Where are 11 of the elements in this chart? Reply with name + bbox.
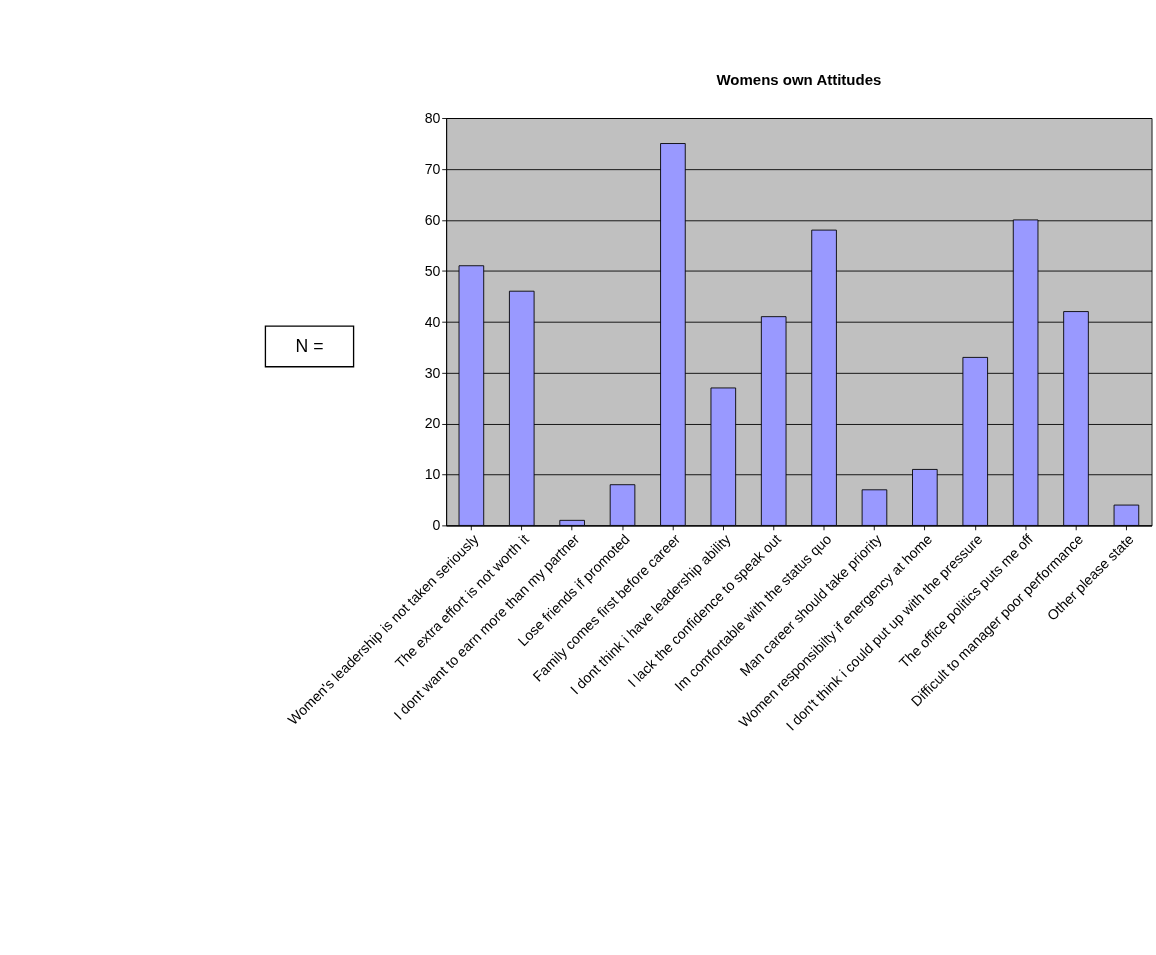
y-tick-label: 0 bbox=[432, 517, 441, 534]
y-tick-label: 20 bbox=[424, 415, 441, 432]
y-tick-label: 40 bbox=[424, 313, 441, 330]
y-tick-label: 80 bbox=[424, 109, 441, 126]
y-tick-label: 30 bbox=[424, 364, 441, 381]
y-tick-label: 60 bbox=[424, 211, 441, 228]
y-tick-label: 10 bbox=[424, 466, 441, 483]
chart-title: Womens own Attitudes bbox=[716, 71, 882, 89]
y-tick-label: 50 bbox=[424, 262, 441, 279]
y-tick-label: 70 bbox=[424, 160, 441, 177]
text: N = bbox=[295, 335, 324, 356]
